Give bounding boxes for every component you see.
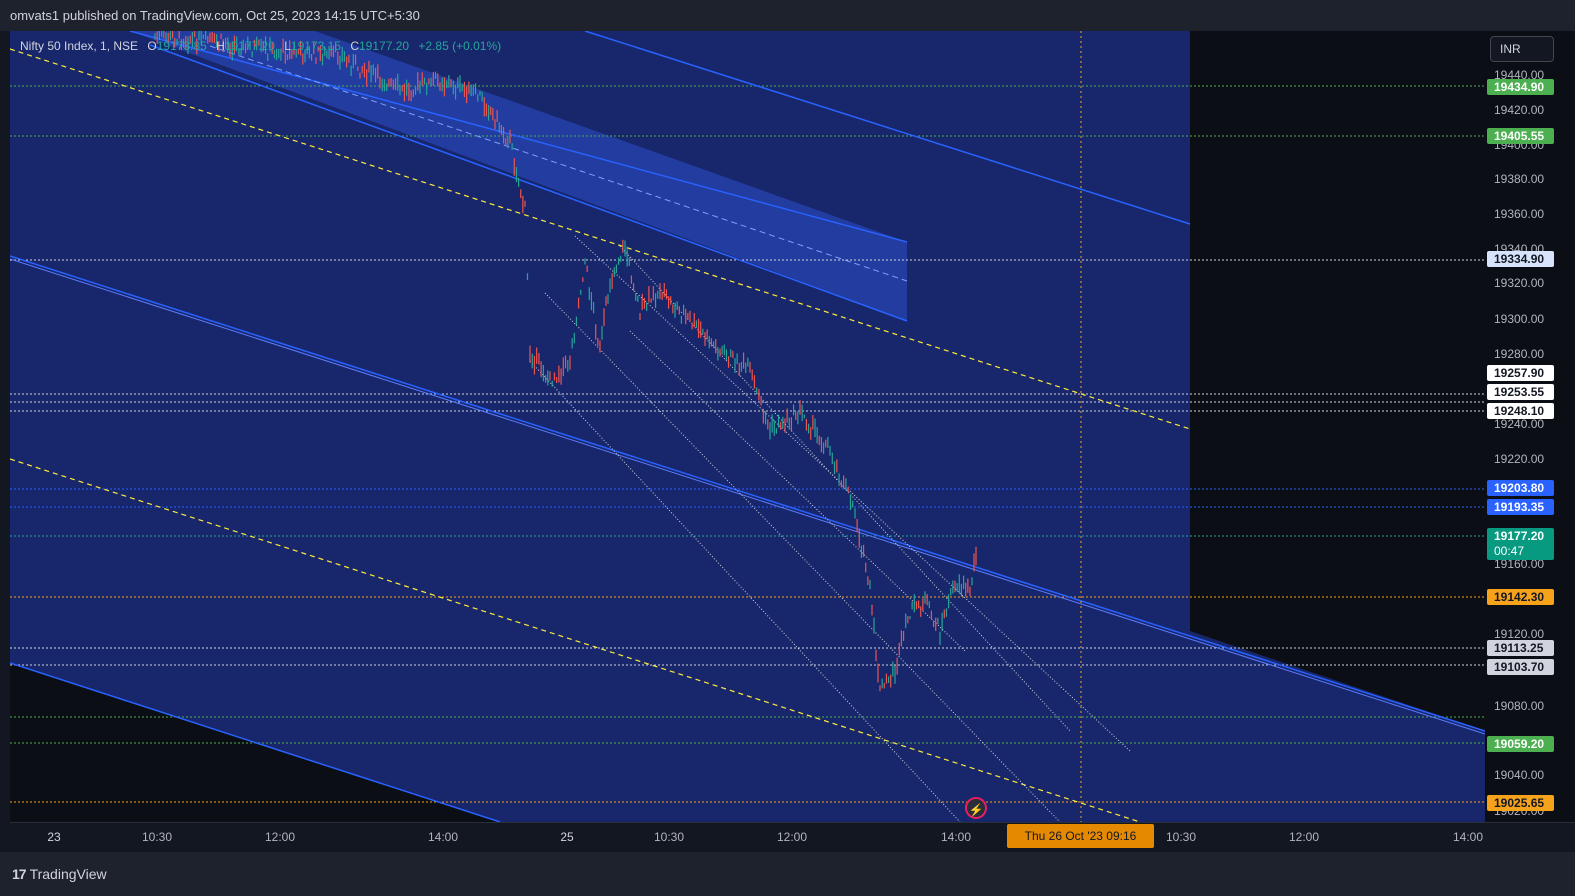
crosshair-time-label: Thu 26 Oct '23 09:16 (1007, 824, 1154, 848)
footer-bar (0, 852, 1575, 896)
tradingview-logo[interactable]: 17 TradingView (12, 866, 107, 882)
chart-plot-area[interactable] (10, 31, 1485, 822)
price-tick: 19220.00 (1494, 452, 1545, 466)
price-label: 19025.65 (1487, 795, 1554, 811)
brand-name: TradingView (29, 866, 107, 882)
price-axis[interactable] (1485, 31, 1575, 822)
time-tick: 14:00 (940, 830, 972, 844)
currency-button[interactable]: INR (1490, 36, 1554, 62)
channel-bottom-line (10, 662, 501, 822)
channel-mid-line (10, 255, 1485, 732)
price-tick: 19040.00 (1494, 768, 1545, 782)
price-tick: 19360.00 (1494, 207, 1545, 221)
price-tick: 19160.00 (1494, 557, 1545, 571)
time-tick: 14:00 (1452, 830, 1484, 844)
price-tick: 19080.00 (1494, 699, 1545, 713)
price-tick: 19280.00 (1494, 347, 1545, 361)
time-tick: 10:30 (653, 830, 685, 844)
symbol-name: Nifty 50 Index, 1, NSE (20, 39, 139, 53)
pitch-line (574, 235, 1131, 752)
time-tick: 14:00 (427, 830, 459, 844)
upper-channel-band (130, 31, 907, 321)
trend-lines (10, 31, 1485, 822)
lightning-icon[interactable]: ⚡ (965, 797, 987, 819)
band-top-edge (129, 31, 908, 243)
price-label: 19113.25 (1487, 640, 1554, 656)
channel-mid-line-2 (10, 258, 1485, 735)
time-tick: 12:00 (264, 830, 296, 844)
time-tick: 10:30 (1165, 830, 1197, 844)
change-value: +2.85 (+0.01%) (418, 39, 502, 53)
price-label: 19177.20 (1487, 528, 1554, 560)
channel-fills (10, 31, 1485, 822)
pitch-line (544, 292, 1061, 822)
price-tick: 19420.00 (1494, 103, 1545, 117)
close-value: 19177.20 (359, 39, 410, 53)
pitch-line (529, 360, 961, 822)
candles (154, 31, 977, 692)
time-axis[interactable] (10, 822, 1575, 853)
low-key: L (284, 39, 291, 53)
price-label: 19253.55 (1487, 384, 1554, 400)
price-label: 19334.90 (1487, 251, 1554, 267)
channel-top-line (584, 31, 1191, 225)
horizontal-levels (10, 85, 1485, 803)
open-key: O (147, 39, 157, 53)
high-value: 19177.20 (224, 39, 275, 53)
band-mid-dashed (209, 45, 908, 282)
high-key: H (216, 39, 225, 53)
price-label: 19203.80 (1487, 480, 1554, 496)
price-label: 19434.90 (1487, 79, 1554, 95)
price-tick: 19240.00 (1494, 417, 1545, 431)
publish-info: omvats1 published on TradingView.com, Oc… (10, 8, 420, 23)
open-value: 19173.85 (156, 39, 207, 53)
price-label: 19248.10 (1487, 403, 1554, 419)
price-label: 19193.35 (1487, 499, 1554, 515)
time-tick: 12:00 (1288, 830, 1320, 844)
pitch-line (629, 330, 966, 652)
pitch-line (619, 245, 1071, 732)
time-tick: 23 (47, 830, 61, 844)
price-tick: 19300.00 (1494, 312, 1545, 326)
price-label: 19059.20 (1487, 736, 1554, 752)
price-tick: 19120.00 (1494, 627, 1545, 641)
time-tick: 12:00 (776, 830, 808, 844)
band-bottom-edge (149, 44, 908, 322)
low-value: 19173.15 (290, 39, 341, 53)
publish-header: omvats1 published on TradingView.com, Oc… (0, 0, 1575, 31)
price-label: 19405.55 (1487, 128, 1554, 144)
price-label: 19103.70 (1487, 659, 1554, 675)
time-tick: 10:30 (141, 830, 173, 844)
big-channel-fill (10, 31, 1485, 822)
symbol-legend: Nifty 50 Index, 1, NSE O19173.85 H19177.… (20, 39, 501, 53)
close-key: C (350, 39, 359, 53)
tradingview-mark-icon: 17 (12, 866, 27, 882)
candle-countdown: 00:47 (1494, 544, 1525, 558)
price-tick: 19440.00 (1494, 68, 1545, 82)
price-label: 19142.30 (1487, 589, 1554, 605)
time-tick: 25 (560, 830, 574, 844)
price-tick: 19380.00 (1494, 172, 1545, 186)
price-label: 19257.90 (1487, 365, 1554, 381)
price-tick: 19320.00 (1494, 276, 1545, 290)
chart-svg[interactable] (10, 31, 1485, 822)
